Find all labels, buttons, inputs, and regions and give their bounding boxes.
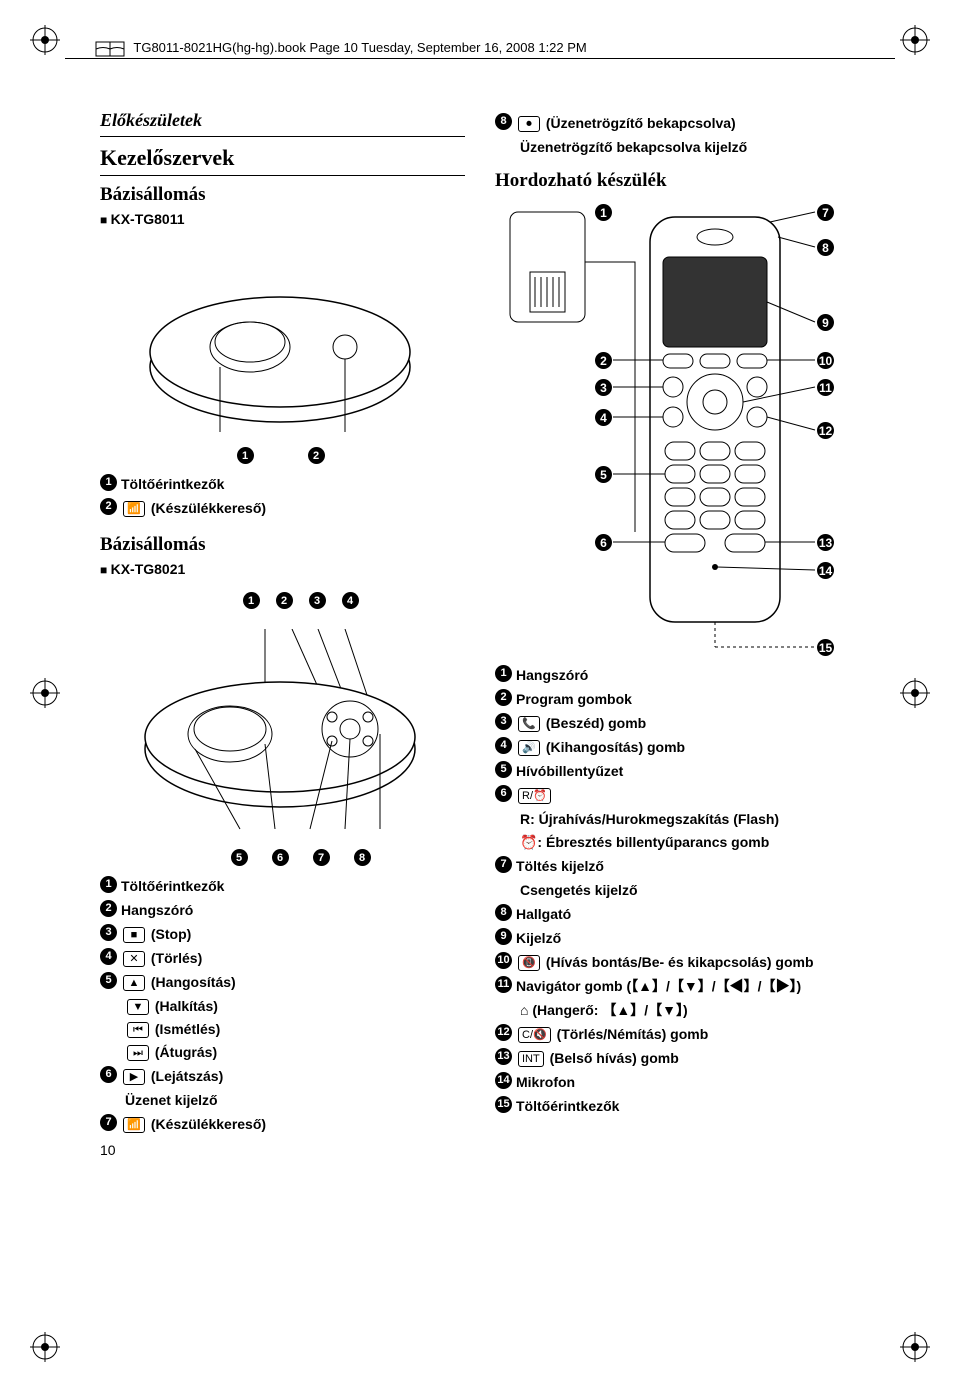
list-sub: ⌂ (Hangerő: 【▲】/【▼】)	[520, 1000, 860, 1021]
list-item: 7Töltés kijelző	[495, 856, 860, 877]
hc-1: 1	[595, 204, 612, 221]
header-rule	[65, 58, 895, 59]
list-sub: ▼ (Halkítás)	[125, 996, 465, 1017]
base2-title: Bázisállomás	[100, 534, 465, 556]
base2-illustration	[100, 629, 465, 829]
base2-model: KX-TG8021	[100, 561, 465, 577]
list-sub: Üzenetrögzítő bekapcsolva kijelző	[520, 137, 860, 158]
list-item: 3📞 (Beszéd) gomb	[495, 713, 860, 734]
list-item: 12C/🔇 (Törlés/Némítás) gomb	[495, 1024, 860, 1045]
handset-illustration: 1 2 3 4 5 6 7 8 9 10 11 12 13 14 15	[495, 202, 860, 662]
main-title: Kezelőszervek	[100, 145, 465, 176]
list-item: 8Hallgató	[495, 904, 860, 925]
hc-5: 5	[595, 466, 612, 483]
base1-list: 1Töltőérintkezők 2📶 (Készülékkereső)	[100, 474, 465, 519]
list-sub: ⏰: Ébresztés billentyűparancs gomb	[520, 832, 860, 853]
list-sub: ⏭ (Átugrás)	[125, 1042, 465, 1063]
handset-list: 1Hangszóró 2Program gombok 3📞 (Beszéd) gom…	[495, 665, 860, 1117]
base1-illustration	[100, 247, 465, 427]
list-item: 1Töltőérintkezők	[100, 876, 465, 897]
callout-b7: 7	[313, 849, 330, 866]
callout-b1: 1	[243, 592, 260, 609]
list-item: 4🔊 (Kihangosítás) gomb	[495, 737, 860, 758]
hc-9: 9	[817, 314, 834, 331]
callout-b3: 3	[309, 592, 326, 609]
callout-b2: 2	[276, 592, 293, 609]
base1-model: KX-TG8011	[100, 211, 465, 227]
regmark-mr	[900, 678, 930, 708]
hc-14: 14	[817, 562, 834, 579]
hc-8: 8	[817, 239, 834, 256]
callout-b4: 4	[342, 592, 359, 609]
list-item: 9Kijelző	[495, 928, 860, 949]
list-item: 15Töltőérintkezők	[495, 1096, 860, 1117]
callout-b6: 6	[272, 849, 289, 866]
hc-4: 4	[595, 409, 612, 426]
list-sub: Csengetés kijelző	[520, 880, 860, 901]
list-sub: ⏮ (Ismétlés)	[125, 1019, 465, 1040]
list-item: 1Hangszóró	[495, 665, 860, 686]
page-number: 10	[100, 1142, 116, 1158]
list-item: 13INT (Belső hívás) gomb	[495, 1048, 860, 1069]
base1-title: Bázisállomás	[100, 184, 465, 206]
right-top-item: 8⏺ (Üzenetrögzítő bekapcsolva) Üzenetrögz…	[495, 113, 860, 158]
base2-list: 1Töltőérintkezők 2Hangszóró 3■ (Stop) 4✕ (T…	[100, 876, 465, 1135]
list-item: 8⏺ (Üzenetrögzítő bekapcsolva)	[495, 113, 860, 134]
hc-2: 2	[595, 352, 612, 369]
callout-b8: 8	[354, 849, 371, 866]
list-item: 5Hívóbillentyűzet	[495, 761, 860, 782]
list-item: 2📶 (Készülékkereső)	[100, 498, 465, 519]
header-text: TG8011-8021HG(hg-hg).book Page 10 Tuesda…	[133, 40, 586, 55]
regmark-bl	[30, 1332, 60, 1362]
hc-11: 11	[817, 379, 834, 396]
hc-15: 15	[817, 639, 834, 656]
hc-13: 13	[817, 534, 834, 551]
list-item: 3■ (Stop)	[100, 924, 465, 945]
hc-3: 3	[595, 379, 612, 396]
list-item: 1Töltőérintkezők	[100, 474, 465, 495]
hc-7: 7	[817, 204, 834, 221]
hc-6: 6	[595, 534, 612, 551]
callout-2: 2	[308, 447, 325, 464]
list-sub: R: Újrahívás/Hurokmegszakítás (Flash)	[520, 809, 860, 830]
callout-b5: 5	[231, 849, 248, 866]
section-title: Előkészületek	[100, 110, 465, 137]
list-item: 7📶 (Készülékkereső)	[100, 1114, 465, 1135]
list-item: 14Mikrofon	[495, 1072, 860, 1093]
hc-12: 12	[817, 422, 834, 439]
regmark-br	[900, 1332, 930, 1362]
list-item: 2Hangszóró	[100, 900, 465, 921]
list-item: 6▶ (Lejátszás)	[100, 1066, 465, 1087]
list-item: 11Navigátor gomb (【▲】/【▼】/【◀】/【▶】)	[495, 976, 860, 997]
handset-title: Hordozható készülék	[495, 170, 860, 192]
list-item: 10📵 (Hívás bontás/Be- és kikapcsolás) go…	[495, 952, 860, 973]
callout-1: 1	[237, 447, 254, 464]
header-line: TG8011-8021HG(hg-hg).book Page 10 Tuesda…	[95, 40, 587, 57]
book-icon	[95, 41, 125, 57]
regmark-tr	[900, 25, 930, 55]
list-item: 6R/⏰	[495, 785, 860, 806]
hc-10: 10	[817, 352, 834, 369]
list-item: 5▲ (Hangosítás)	[100, 972, 465, 993]
list-sub: Üzenet kijelző	[125, 1090, 465, 1111]
regmark-ml	[30, 678, 60, 708]
list-item: 4✕ (Törlés)	[100, 948, 465, 969]
regmark-tl	[30, 25, 60, 55]
list-item: 2Program gombok	[495, 689, 860, 710]
